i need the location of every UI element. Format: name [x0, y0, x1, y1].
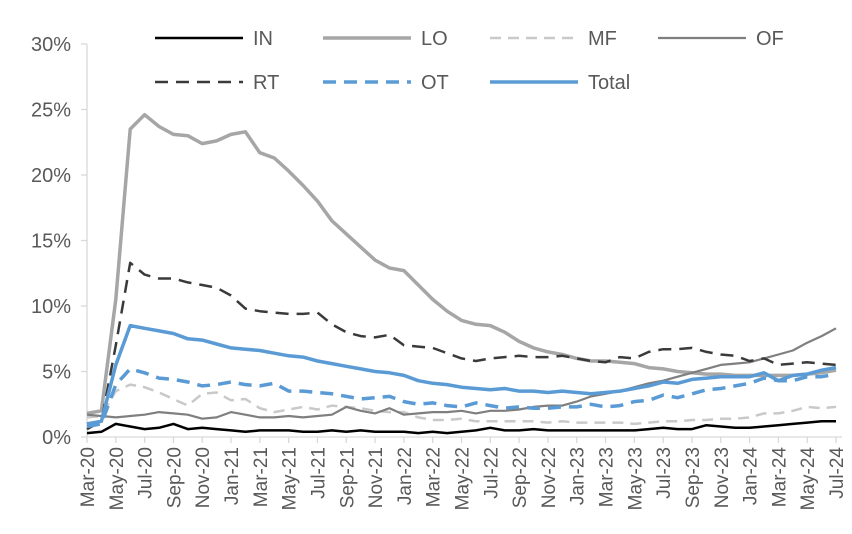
x-tick-label: May-21 — [280, 447, 301, 510]
x-tick-label: Nov-22 — [539, 447, 560, 508]
x-tick-label: Mar-24 — [769, 447, 790, 508]
x-tick-label: May-24 — [798, 447, 819, 511]
series-line-IN — [86, 420, 836, 435]
legend-item-Total: Total — [490, 72, 630, 94]
series-line-OF — [86, 327, 837, 420]
legend: IN LO MF OF RT OT Total — [155, 28, 784, 94]
legend-label-OT: OT — [421, 72, 449, 94]
legend-item-OF: OF — [658, 28, 784, 50]
legend-label-RT: RT — [253, 72, 279, 94]
x-tick-label: Jul-23 — [654, 447, 675, 499]
x-tick-label: May-22 — [453, 447, 474, 510]
series-line-LO — [86, 112, 837, 416]
legend-item-MF: MF — [490, 28, 617, 50]
y-tick-label: 0% — [42, 427, 71, 449]
x-tick-label: May-20 — [107, 447, 128, 510]
series-line-MF — [86, 383, 837, 426]
y-tick-label: 20% — [31, 165, 71, 187]
x-tick-label: Mar-20 — [78, 447, 99, 507]
x-tick-label: May-23 — [625, 447, 646, 510]
legend-item-OT: OT — [323, 72, 449, 94]
x-tick-label: Jul-20 — [136, 447, 157, 499]
x-tick-label: Jan-22 — [395, 447, 416, 505]
legend-label-MF: MF — [588, 28, 617, 50]
x-tick-label: Jan-24 — [741, 447, 762, 506]
x-tick-label: Nov-21 — [366, 447, 387, 508]
x-tick-label: Mar-21 — [251, 447, 272, 507]
series-line-RT — [86, 261, 837, 431]
legend-label-LO: LO — [421, 28, 448, 50]
legend-item-RT: RT — [155, 72, 279, 94]
legend-label-IN: IN — [253, 28, 273, 50]
axes: 0% 5% 10% 15% 20% 25% 30% Mar-20 May-20 Jul-20 Sep… — [31, 34, 848, 510]
x-tick-label: Sep-22 — [510, 447, 531, 508]
y-tick-label: 30% — [31, 34, 71, 56]
y-tick-label: 5% — [42, 362, 71, 384]
x-tick-label: Jul-24 — [827, 447, 848, 499]
x-tick-label: Jul-22 — [481, 447, 502, 499]
x-tick-label: Jul-21 — [308, 447, 329, 499]
x-tick-label: Nov-20 — [193, 447, 214, 508]
legend-label-Total: Total — [588, 72, 630, 94]
x-tick-label: Jan-23 — [568, 447, 589, 505]
x-tick-label: Sep-23 — [683, 447, 704, 508]
legend-item-LO: LO — [323, 28, 448, 50]
y-tick-label: 15% — [31, 231, 71, 253]
x-tick-label: Mar-22 — [424, 447, 445, 507]
x-tick-label: Jan-21 — [222, 447, 243, 505]
legend-item-IN: IN — [155, 28, 273, 50]
x-tick-label: Mar-23 — [597, 447, 618, 507]
y-tick-label: 25% — [31, 100, 71, 122]
y-tick-label: 10% — [31, 296, 71, 318]
x-tick-label: Sep-20 — [164, 447, 185, 508]
legend-label-OF: OF — [756, 28, 784, 50]
x-tick-label: Nov-23 — [712, 447, 733, 508]
x-tick-label: Sep-21 — [337, 447, 358, 508]
series-line-Total — [86, 323, 837, 426]
plot-area — [86, 112, 837, 435]
